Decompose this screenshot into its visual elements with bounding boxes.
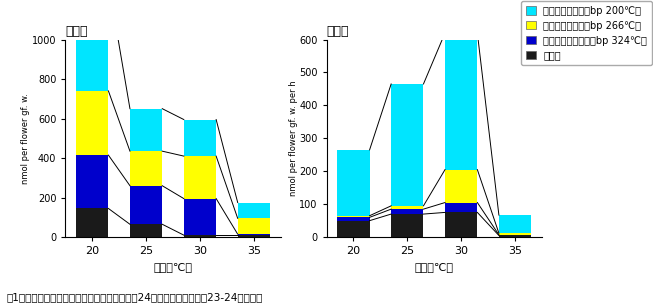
Bar [499,233,532,235]
Bar [238,202,270,218]
Y-axis label: nmol per flower gf. w. per h: nmol per flower gf. w. per h [289,81,298,196]
Bar [391,209,424,214]
Bar [184,235,216,237]
Bar [184,119,216,156]
Bar [130,224,162,237]
Bar [76,0,108,91]
Bar [337,221,370,237]
Bar [184,156,216,199]
Text: 囱1　各生育温度における香気成分の内生量（24時の値）と発散量（23-24時の値）: 囱1 各生育温度における香気成分の内生量（24時の値）と発散量（23-24時の値… [7,292,263,302]
Bar [499,215,532,233]
Bar [130,151,162,186]
Bar [445,202,477,212]
Bar [391,206,424,209]
X-axis label: 温度（℃）: 温度（℃） [415,262,454,272]
Bar [76,91,108,155]
Bar [445,212,477,237]
Bar [337,150,370,216]
Bar [76,155,108,209]
Bar [445,33,477,170]
Bar [238,234,270,235]
Bar [184,199,216,235]
Y-axis label: nmol per flower gf. w.: nmol per flower gf. w. [22,93,31,184]
Bar [391,84,424,206]
Bar [391,214,424,237]
Bar [238,218,270,234]
Bar [499,235,532,236]
Bar [337,216,370,217]
Bar [76,209,108,237]
Text: 発散量: 発散量 [326,25,349,38]
Bar [337,217,370,221]
Bar [238,235,270,237]
Text: 内生量: 内生量 [65,25,88,38]
Bar [445,170,477,202]
Bar [130,109,162,151]
Bar [130,186,162,224]
Bar [499,236,532,237]
X-axis label: 温度（℃）: 温度（℃） [153,262,193,272]
Legend: 安息香酸メチル（bp 200℃）, イソイゲノール（bp 266℃）, 安息香酸ベンジル（bp 324℃）, その他: 安息香酸メチル（bp 200℃）, イソイゲノール（bp 266℃）, 安息香酸… [521,1,652,65]
